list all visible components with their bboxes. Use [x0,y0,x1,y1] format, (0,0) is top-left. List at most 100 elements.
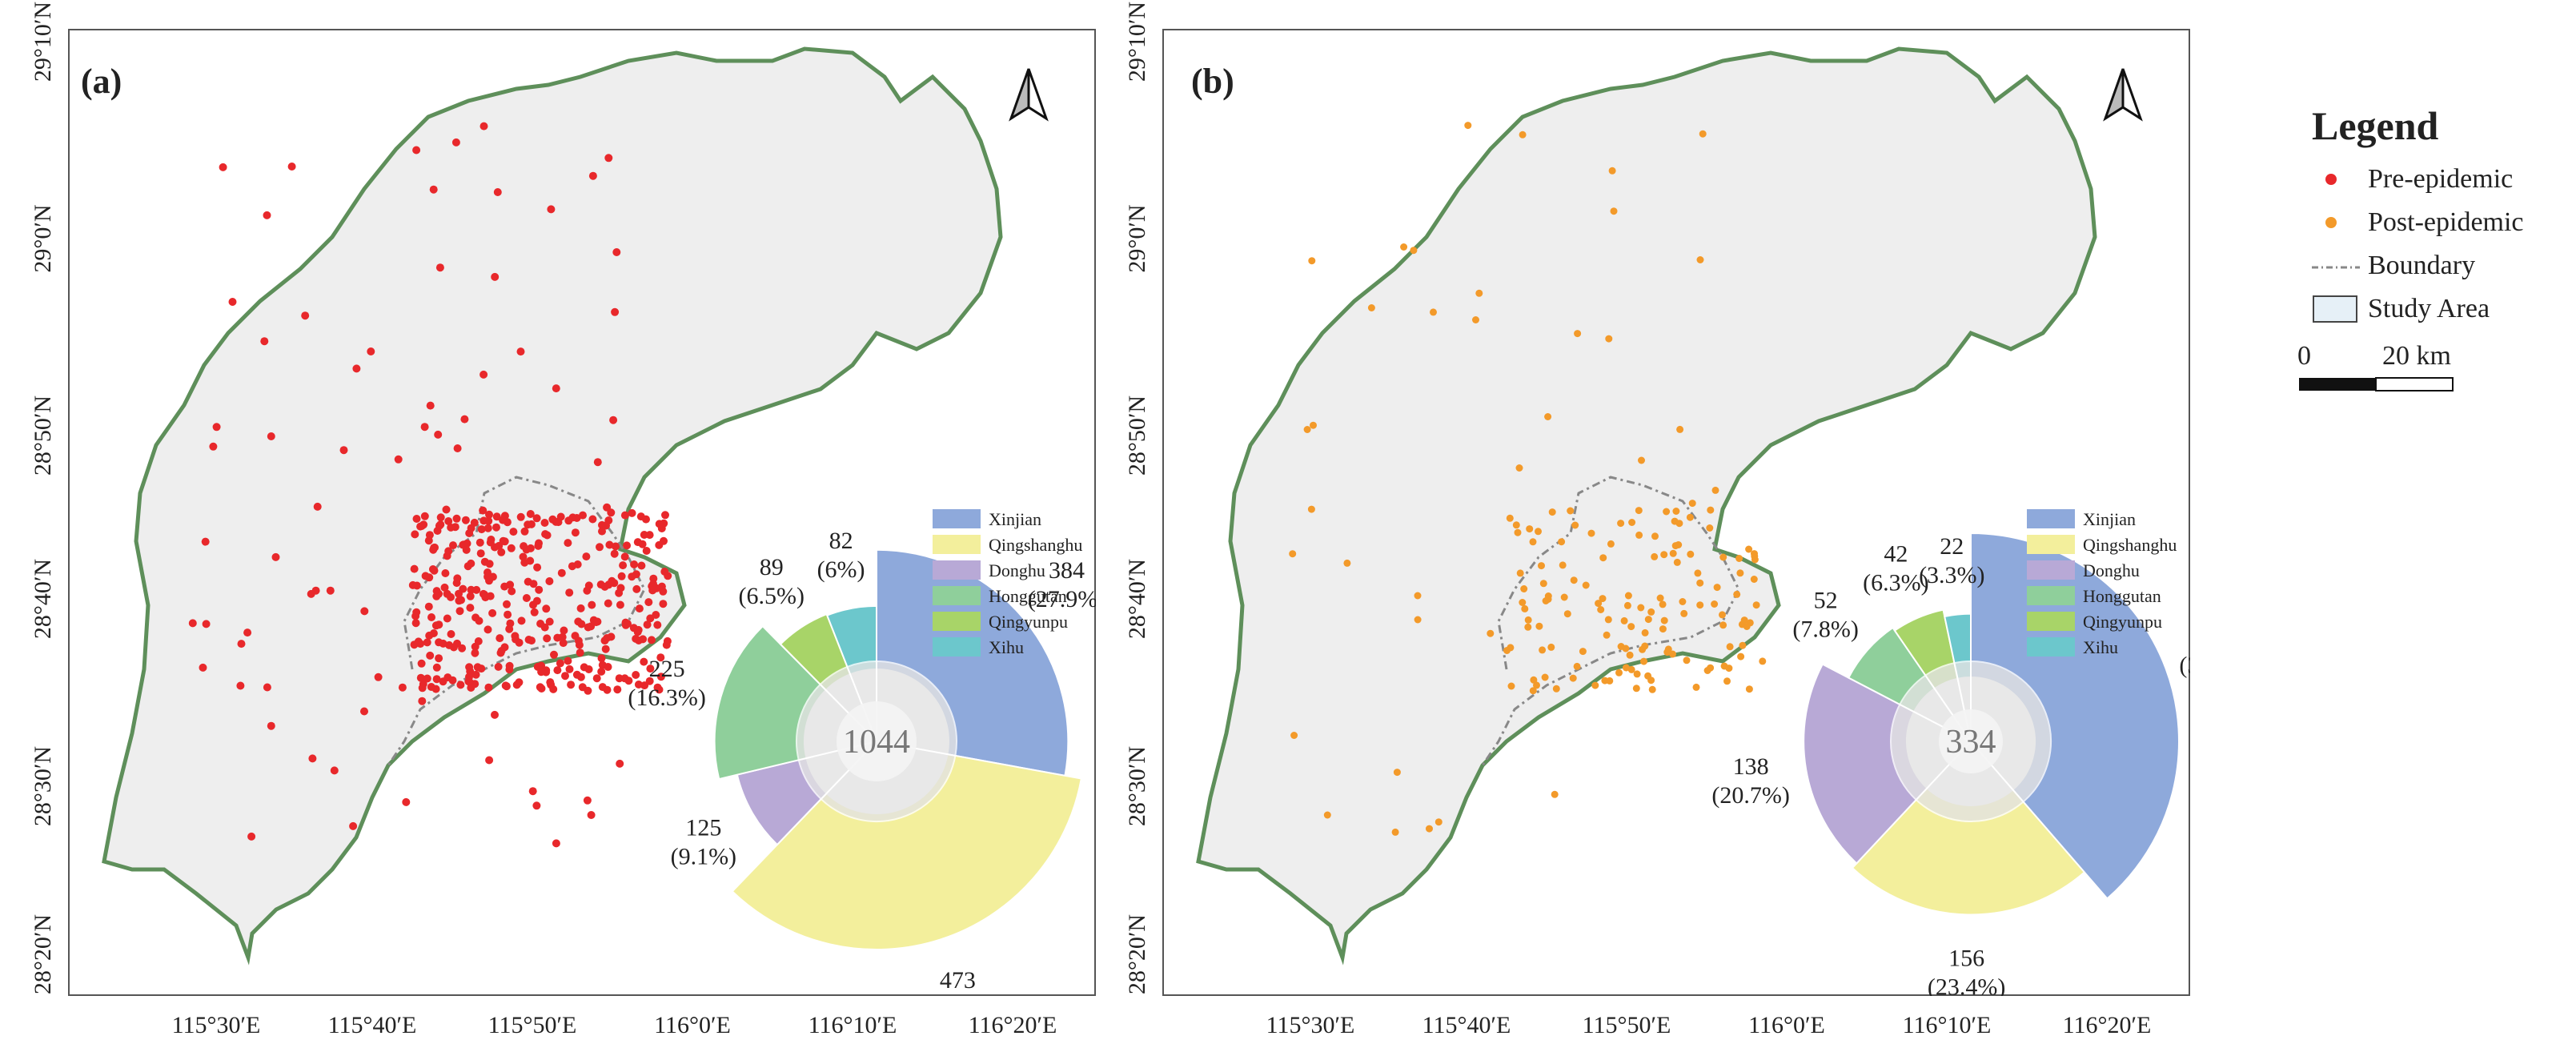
event-point [593,458,602,467]
event-point [1719,553,1727,561]
event-point [451,138,460,147]
event-point [1582,581,1590,589]
event-point [517,616,526,625]
event-point [623,541,631,550]
event-point [485,756,494,765]
event-point [564,539,572,548]
event-point [604,154,613,163]
event-point [441,569,450,577]
event-point [492,512,501,521]
event-point [663,636,672,645]
event-point [263,683,271,692]
event-point [1604,616,1612,624]
event-point [574,636,583,645]
event-point [560,626,568,635]
event-point [429,185,438,194]
event-point [1663,508,1671,516]
event-point [247,832,256,841]
event-point [604,663,612,671]
event-point [1430,308,1437,316]
event-point [374,673,383,681]
event-point [577,620,586,628]
scale-bar-white [2375,377,2454,391]
event-point [1535,622,1543,630]
north-arrow-icon [2103,68,2143,122]
event-point [576,604,585,612]
event-point [472,585,481,594]
event-point [1699,130,1707,138]
event-point [271,552,280,561]
event-point [1647,608,1655,616]
y-tick-label: 28°20′N [1124,914,1150,994]
event-point [1751,556,1759,564]
event-point [457,596,465,604]
event-point [609,416,618,424]
event-point [443,614,451,623]
event-point [1637,604,1645,612]
event-point [527,520,536,528]
event-point [504,610,512,619]
event-point [649,574,658,583]
event-point [228,298,237,306]
event-point [435,263,444,272]
event-point [411,530,419,539]
event-point [1391,828,1399,836]
event-point [613,685,622,694]
center-disk [1939,709,2003,773]
legend-boundary-label: Boundary [2368,251,2476,280]
event-point [550,650,558,659]
chart-legend-label: Qingyunpu [989,612,1068,632]
event-point [1506,514,1514,522]
event-point [602,521,610,530]
event-point [561,672,569,681]
event-point [263,211,271,219]
event-point [1503,647,1511,654]
event-point [418,684,427,693]
event-point [479,506,488,515]
sector-count-label: 42 [1884,540,1908,567]
event-point [1303,426,1311,433]
event-point [1548,508,1556,516]
event-point [1660,551,1668,559]
event-point [620,511,629,520]
event-point [642,515,650,524]
event-point [201,537,210,546]
radial-chart: 384(27.9%)473(34.3%)125(9.1%)225(16.3%)8… [628,528,1096,994]
event-point [352,364,361,373]
event-point [597,654,606,663]
sector-pct-label: (23.4%) [1928,974,2005,996]
event-point [1711,486,1719,494]
event-point [1464,122,1472,130]
event-point [1628,519,1636,526]
event-point [556,659,564,668]
event-point [1573,662,1581,670]
chart-legend-swatch [2027,560,2075,580]
event-point [326,586,335,595]
event-point [447,523,455,532]
event-point [1414,616,1422,624]
sector-pct-label: (3.3%) [1919,562,1984,588]
chart-legend-swatch [2027,535,2075,554]
chart-legend-label: Xihu [2083,637,2118,657]
chart-legend-swatch [2027,637,2075,656]
event-point [610,549,619,558]
event-point [1656,594,1664,602]
event-point [659,600,668,608]
event-point [1711,600,1719,608]
event-point [411,619,420,628]
event-point [444,517,453,525]
map-canvas-a: 384(27.9%)473(34.3%)125(9.1%)225(16.3%)8… [102,46,1096,994]
event-point [1706,524,1714,532]
event-point [645,531,654,540]
event-point [646,665,655,673]
pre-epidemic-dot-icon [2325,174,2337,185]
event-point [1750,576,1758,583]
event-point [1571,521,1579,529]
event-point [1745,545,1753,553]
event-point [565,665,574,673]
event-point [467,559,475,568]
event-point [1524,623,1532,631]
event-point [497,548,506,556]
event-point [603,685,612,694]
event-point [1740,616,1748,624]
